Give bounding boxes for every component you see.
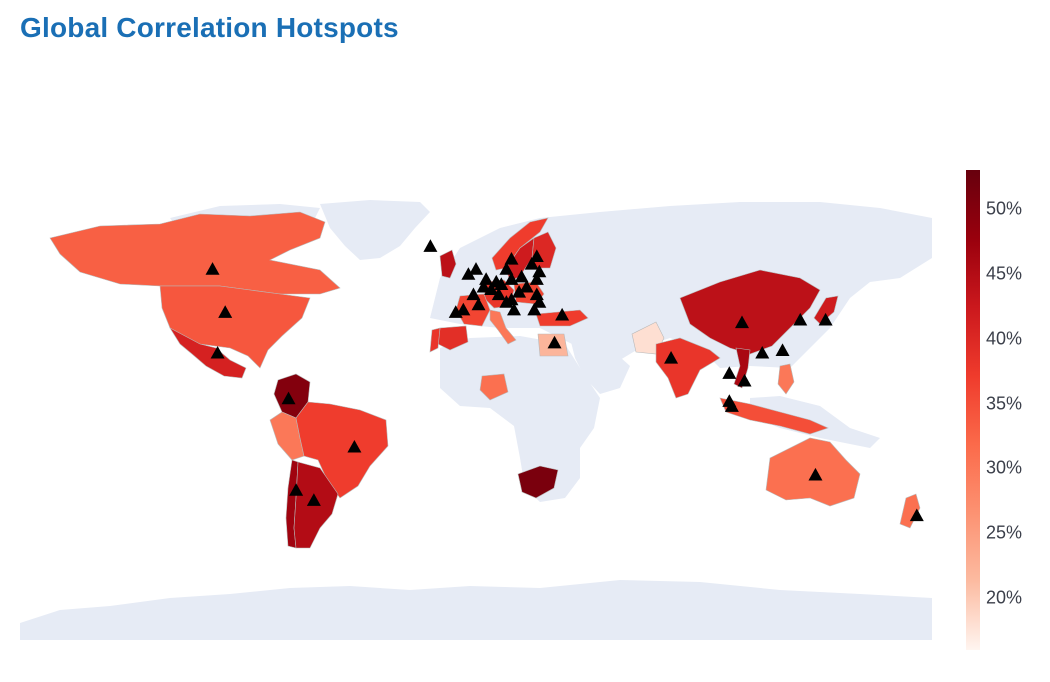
triangle-marker[interactable] [512,284,527,298]
triangle-marker[interactable] [499,295,514,308]
triangle-marker[interactable] [724,399,739,412]
country-china[interactable] [679,269,821,355]
triangle-marker[interactable] [507,302,521,316]
triangle-marker[interactable] [514,269,529,283]
antarctica-shape [20,580,932,640]
triangle-marker[interactable] [524,257,539,270]
markers-layer [205,239,924,522]
greenland-shape [320,200,430,260]
triangle-marker[interactable] [491,287,506,301]
colorbar-tick-label: 30% [986,457,1023,478]
triangle-marker[interactable] [504,251,519,265]
country-italy[interactable] [489,309,517,345]
triangle-marker[interactable] [909,508,924,522]
triangle-marker[interactable] [808,467,823,481]
triangle-marker[interactable] [664,351,679,364]
triangle-marker[interactable] [755,345,770,359]
triangle-marker[interactable] [818,312,833,326]
country-united-states[interactable] [159,285,311,369]
triangle-marker[interactable] [306,493,321,506]
triangle-marker[interactable] [555,307,570,321]
triangle-marker[interactable] [218,305,233,318]
world-map[interactable] [20,198,932,640]
countries-layer [49,211,921,549]
triangle-marker[interactable] [471,297,486,311]
triangle-marker[interactable] [735,315,749,329]
triangle-marker[interactable] [547,335,562,349]
triangle-marker[interactable] [456,302,471,316]
triangle-marker[interactable] [775,343,790,357]
country-brazil[interactable] [295,401,389,499]
triangle-marker[interactable] [532,295,547,308]
triangle-marker[interactable] [527,302,542,316]
colorbar-tick-label: 35% [986,393,1023,413]
triangle-marker[interactable] [289,483,304,496]
country-united-kingdom[interactable] [439,249,457,279]
colorbar-tick-label: 45% [986,263,1023,284]
triangle-marker[interactable] [529,272,544,285]
triangle-marker[interactable] [529,249,544,263]
colorbar [966,170,980,650]
triangle-marker[interactable] [476,279,491,293]
country-portugal[interactable] [429,327,441,353]
country-nigeria[interactable] [479,373,509,401]
africa-shape [440,336,600,502]
arabia-shape [570,338,630,394]
triangle-marker[interactable] [469,262,483,275]
eurasia-shape [430,202,932,368]
colorbar-tick-label: 25% [986,522,1023,543]
triangle-marker[interactable] [466,287,481,301]
country-canada[interactable] [49,211,341,295]
triangle-marker[interactable] [423,239,438,252]
country-mexico[interactable] [169,327,247,379]
country-indonesia[interactable] [719,397,829,435]
colorbar-tick-label: 40% [986,328,1023,349]
triangle-marker[interactable] [210,345,225,359]
country-australia[interactable] [765,437,861,507]
colorbar-tick-label: 20% [986,587,1023,608]
triangle-marker[interactable] [205,262,220,275]
triangle-marker[interactable] [519,279,534,293]
colorbar-tick-label: 50% [986,198,1023,219]
triangle-marker[interactable] [499,262,514,275]
triangle-marker[interactable] [347,439,362,453]
triangle-marker[interactable] [737,373,752,387]
triangle-marker[interactable] [793,312,808,326]
country-south-africa[interactable] [517,465,559,499]
country-vietnam[interactable] [733,347,751,389]
colorbar-ticks: 20% 25% 30% 35% 40% 45% 50% [986,170,1046,650]
country-philippines[interactable] [777,363,795,395]
triangle-marker[interactable] [494,277,509,290]
country-norway[interactable] [491,217,549,271]
triangle-marker[interactable] [722,366,737,379]
land-layer [20,200,932,640]
triangle-marker[interactable] [461,267,476,280]
triangle-marker[interactable] [281,391,296,405]
map-title: Global Correlation Hotspots [20,12,399,43]
triangle-marker[interactable] [448,305,463,318]
